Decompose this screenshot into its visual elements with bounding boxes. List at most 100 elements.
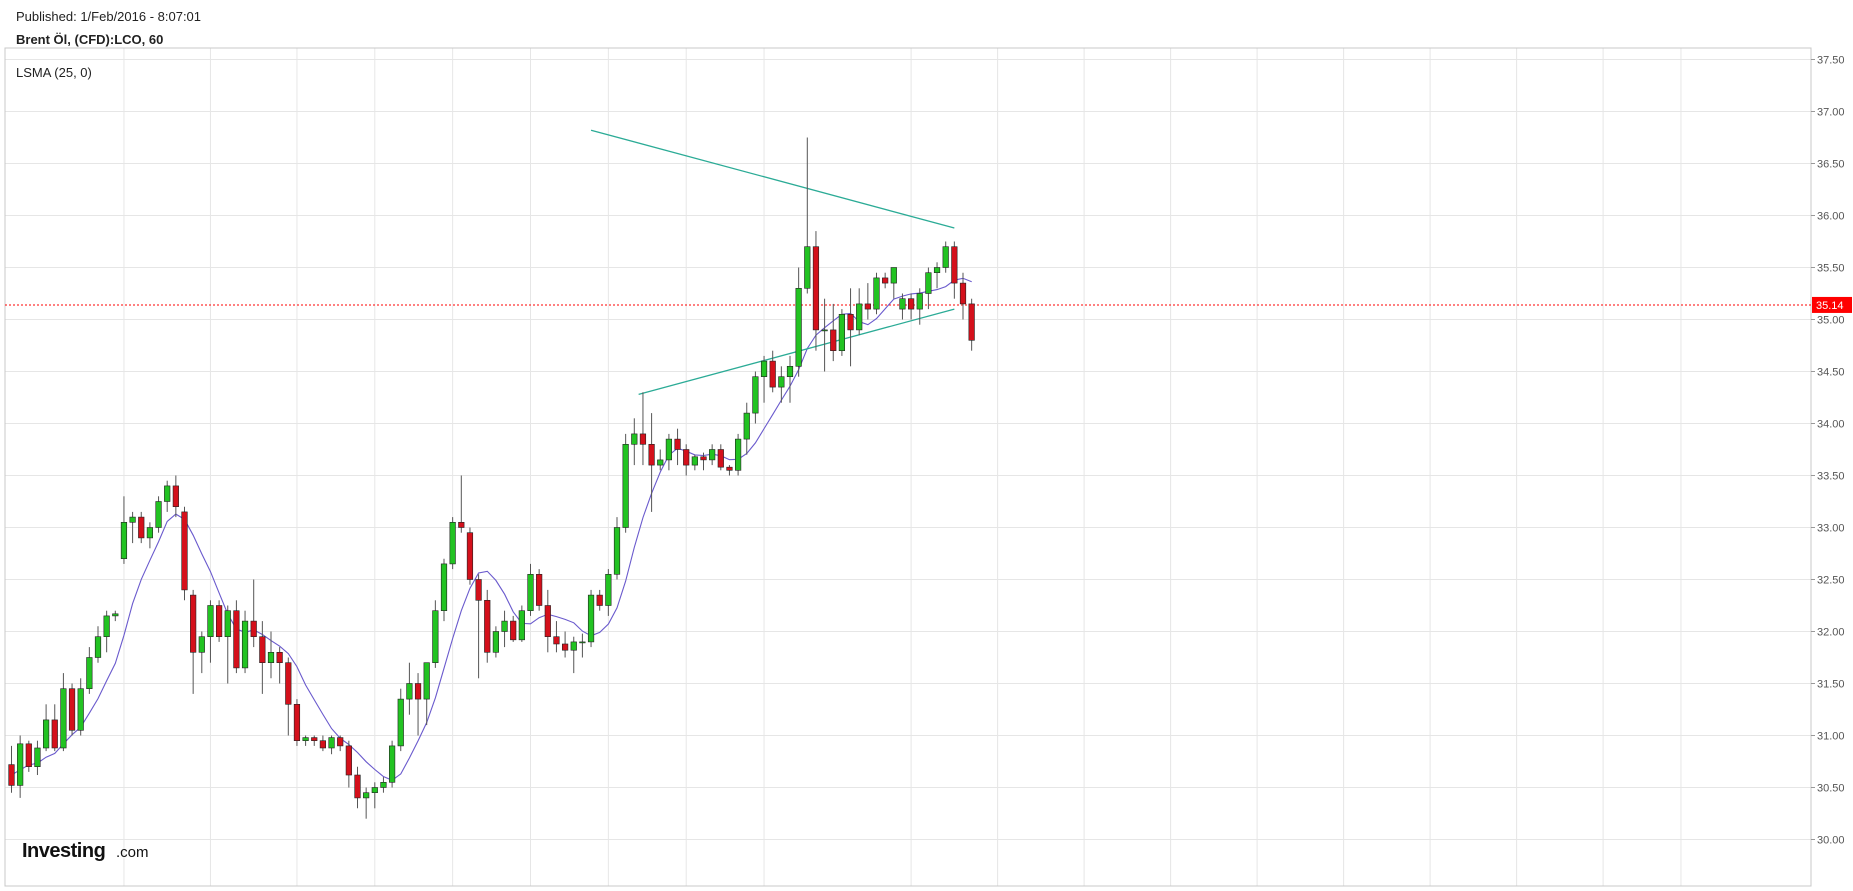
- candle-body: [838, 313, 845, 351]
- candle-up: [363, 787, 370, 819]
- candle-body: [259, 636, 266, 664]
- candle-up: [112, 610, 119, 622]
- candle-body: [86, 657, 93, 690]
- candle-body: [856, 303, 863, 331]
- candle-body: [42, 719, 50, 749]
- logo-suffix: .com: [116, 844, 149, 861]
- candle-body: [631, 433, 638, 445]
- candle-up: [665, 433, 672, 471]
- candle-body: [570, 641, 577, 651]
- candle-up: [804, 137, 811, 294]
- candle-body: [873, 277, 880, 310]
- published-timestamp: Published: 1/Feb/2016 - 8:07:01: [16, 9, 202, 24]
- candle-up: [786, 355, 794, 403]
- candle-body: [510, 620, 517, 641]
- candle-body: [164, 485, 171, 502]
- candle-up: [605, 569, 612, 616]
- candle-up: [622, 433, 629, 533]
- candle-body: [622, 443, 629, 528]
- candle-body: [968, 303, 975, 341]
- candle-up: [709, 444, 716, 466]
- candle-down: [190, 589, 197, 694]
- candle-body: [190, 594, 197, 653]
- y-tick-label: 34.00: [1817, 419, 1845, 431]
- candle-body: [674, 438, 681, 450]
- logo-text: Investing: [22, 840, 105, 862]
- candle-body: [778, 376, 785, 388]
- candle-body: [354, 774, 361, 799]
- candle-down: [337, 735, 344, 752]
- y-tick-label: 30.50: [1817, 783, 1845, 795]
- candle-body: [613, 527, 621, 575]
- candle-up: [492, 626, 500, 658]
- candle-body: [146, 527, 154, 539]
- candle-body: [224, 610, 231, 638]
- candle-up: [691, 454, 698, 471]
- price-tag: [1812, 296, 1852, 313]
- candle-body: [380, 781, 387, 788]
- candle-up: [579, 633, 586, 658]
- candle-up: [129, 511, 136, 544]
- candle-body: [17, 743, 24, 786]
- candle-up: [388, 740, 396, 788]
- candle-body: [25, 743, 32, 768]
- candle-body: [475, 579, 482, 601]
- candle-down: [561, 631, 569, 658]
- y-tick-label: 37.50: [1817, 55, 1845, 67]
- candle-body: [639, 433, 647, 445]
- candle-down: [233, 600, 240, 674]
- candle-body: [605, 573, 612, 606]
- candle-body: [769, 360, 776, 388]
- y-tick-label: 35.50: [1817, 263, 1845, 275]
- candle-up: [449, 517, 456, 570]
- candle-up: [432, 600, 439, 668]
- candle-body: [518, 610, 525, 641]
- candle-down: [596, 589, 603, 611]
- candle-down: [959, 272, 967, 320]
- candle-body: [138, 516, 145, 539]
- candle-body: [466, 532, 474, 580]
- candle-body: [691, 456, 698, 466]
- candle-body: [579, 641, 586, 644]
- candle-body: [648, 443, 655, 466]
- candle-body: [657, 459, 664, 466]
- candle-body: [267, 651, 275, 663]
- candle-up: [760, 355, 768, 403]
- candle-up: [224, 605, 231, 684]
- candle-up: [42, 704, 50, 752]
- instrument-title: Brent Öl, (CFD):LCO, 60: [16, 32, 164, 47]
- candle-down: [8, 745, 15, 793]
- candle-body: [51, 719, 58, 749]
- candle-down: [553, 621, 560, 653]
- candle-body: [388, 745, 396, 783]
- candle-down: [475, 574, 482, 679]
- candle-body: [804, 246, 811, 289]
- candle-up: [380, 777, 387, 793]
- candle-up: [821, 298, 828, 372]
- y-tick-label: 36.50: [1817, 159, 1845, 171]
- candle-body: [181, 511, 188, 591]
- candle-down: [285, 657, 292, 736]
- lsma-path: [11, 277, 972, 781]
- candle-up: [267, 631, 275, 679]
- candle-down: [536, 569, 543, 611]
- candle-body: [536, 573, 543, 606]
- candle-body: [734, 438, 742, 471]
- candle-body: [812, 246, 820, 331]
- candle-body: [406, 683, 413, 700]
- candle-body: [129, 516, 136, 523]
- plot-frame: [4, 47, 1812, 887]
- candle-body: [501, 620, 508, 632]
- candle-down: [68, 683, 76, 736]
- candle-up: [146, 522, 154, 549]
- candle-up: [17, 735, 24, 798]
- candle-up: [120, 496, 128, 564]
- candle-up: [743, 402, 750, 455]
- candle-down: [138, 511, 145, 544]
- candle-body: [717, 449, 724, 468]
- candle-body: [328, 737, 335, 749]
- candle-body: [94, 636, 102, 658]
- candle-body: [432, 610, 439, 664]
- candle-up: [207, 600, 214, 663]
